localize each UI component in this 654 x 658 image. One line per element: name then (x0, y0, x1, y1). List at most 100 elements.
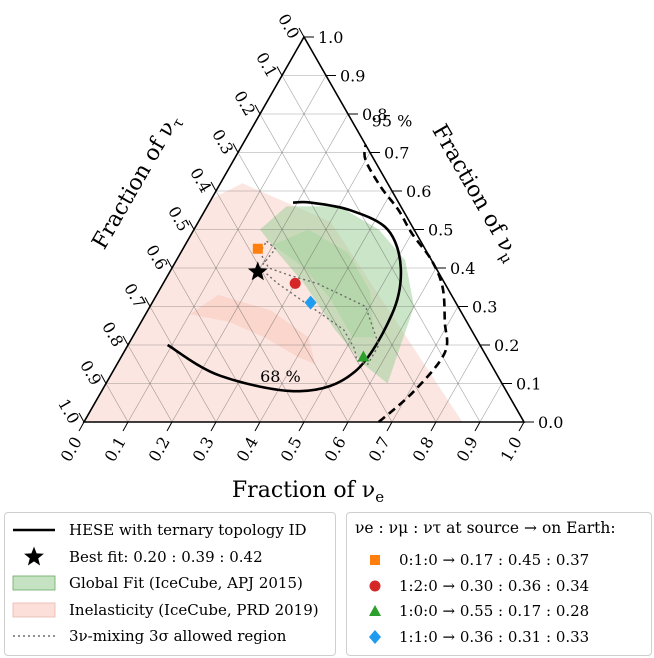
left-tick-label: 0.5 (164, 203, 193, 235)
bottom-axis-title: Fraction of νe (232, 478, 384, 505)
grid-layer (105, 75, 503, 423)
tick-mark (254, 421, 261, 432)
grid-line (105, 383, 129, 423)
grid-line (127, 75, 327, 423)
tick-mark (122, 335, 129, 346)
legend-right: νe : νμ : ντ at source → on Earth: 0:1:0… (346, 512, 652, 656)
contour-95 (363, 144, 449, 423)
legend-source-label: 1:1:0 → 0.36 : 0.31 : 0.33 (399, 627, 590, 646)
legend-item-star: Best fit: 0.20 : 0.39 : 0.42 (5, 546, 263, 568)
source-point-triangle (357, 350, 370, 362)
legend-star-icon (24, 546, 44, 565)
left-tick-label: 0.0 (274, 10, 303, 42)
legend-source-item: 1:0:0 → 0.55 : 0.17 : 0.28 (347, 600, 589, 622)
legend-marker-circle (347, 575, 399, 597)
grid-line (171, 267, 261, 423)
tick-mark (166, 421, 173, 432)
grid-line (237, 152, 393, 423)
legend-key-green-patch (5, 572, 69, 594)
right-tick-label: 0.3 (472, 298, 497, 317)
right-tick-label: 0.1 (516, 375, 541, 394)
legend-label: HESE with ternary topology ID (69, 521, 307, 539)
legend-item-solid-line: HESE with ternary topology ID (5, 519, 307, 541)
grid-line (149, 306, 217, 423)
legend-left: HESE with ternary topology ID Best fit: 0… (4, 512, 336, 656)
left-tick-label: 0.6 (142, 241, 171, 273)
tick-mark (166, 258, 173, 269)
legend-source-item: 1:2:0 → 0.30 : 0.36 : 0.34 (347, 575, 589, 597)
tick-mark (474, 421, 481, 432)
left-tick-label: 0.4 (186, 164, 215, 196)
contour-label-68: 68 % (260, 367, 301, 386)
bottom-tick-label: 0.1 (101, 433, 130, 465)
bottom-tick-label: 0.9 (453, 433, 482, 465)
legend-key-pink-patch (5, 599, 69, 621)
tick-mark (430, 421, 437, 432)
grid-line (127, 344, 173, 423)
tick-mark (232, 143, 239, 153)
tick-mark (122, 421, 129, 432)
legend-key-star (5, 546, 69, 568)
global-fit-core-band (273, 229, 375, 338)
legend-marker-triangle (347, 600, 399, 622)
bottom-tick-label: 0.0 (57, 433, 86, 465)
legend-key-dotted-line (5, 625, 69, 647)
right-tick-label: 0.2 (494, 336, 519, 355)
legend-label: Global Fit (IceCube, APJ 2015) (69, 574, 303, 592)
tick-mark (518, 421, 525, 432)
grid-line (281, 75, 481, 423)
right-tick-label: 1.0 (318, 28, 343, 47)
contour-label-95: 95 % (372, 112, 413, 131)
left-tick-label: 0.3 (208, 126, 237, 158)
tick-mark (78, 421, 85, 432)
tick-mark (210, 421, 217, 432)
bottom-tick-label: 0.8 (409, 433, 438, 465)
bottom-tick-label: 0.3 (189, 433, 218, 465)
legend-key-solid-line (5, 519, 69, 541)
legend-label: Best fit: 0.20 : 0.39 : 0.42 (69, 547, 263, 566)
ternary-plot: 0.0 0.0 0.0 0.1 0.1 0.1 0.2 0.2 0.2 0.3 0.3 0.3 0.4 0… (54, 10, 563, 505)
markers-layer (247, 243, 370, 362)
left-tick-label: 0.2 (230, 87, 259, 119)
legend-right-title: νe : νμ : ντ at source → on Earth: (355, 519, 616, 537)
source-point-square (252, 243, 263, 254)
inelasticity-core-band (189, 294, 315, 365)
right-axis-title: Fraction of νμ (424, 120, 525, 267)
circle-icon (369, 580, 381, 591)
bottom-tick-label: 1.0 (497, 433, 526, 465)
bottom-tick-label: 0.6 (321, 433, 350, 465)
right-tick-label: 0.7 (384, 144, 409, 163)
legend-source-item: 1:1:0 → 0.36 : 0.31 : 0.33 (347, 626, 589, 648)
bottom-tick-label: 0.5 (277, 433, 306, 465)
square-icon (370, 555, 380, 565)
contour-68 (166, 200, 403, 393)
left-tick-label: 0.1 (252, 49, 281, 81)
grid-line (479, 383, 503, 423)
tick-mark (78, 412, 85, 423)
right-tick-label: 0.6 (406, 182, 431, 201)
tick-mark (254, 104, 261, 115)
right-tick-label: 0.4 (450, 259, 475, 278)
tick-mark (100, 374, 107, 384)
legend-label: Inelasticity (IceCube, PRD 2019) (69, 600, 319, 619)
tick-mark (276, 66, 283, 76)
triangle-icon (369, 605, 381, 616)
source-point-circle (289, 277, 301, 289)
legend-marker-diamond (347, 626, 399, 648)
diamond-icon (369, 629, 381, 644)
legend-label: 3ν-mixing 3σ allowed region (69, 627, 287, 645)
mixing-region (259, 240, 380, 366)
grid-line (303, 229, 415, 423)
legend-item-pink-patch: Inelasticity (IceCube, PRD 2019) (5, 599, 319, 621)
legend-marker-square (347, 549, 399, 571)
tick-mark (210, 181, 217, 192)
tick-mark (342, 421, 349, 432)
left-axis-title: Fraction of ντ (88, 110, 188, 255)
left-tick-label: 0.7 (120, 280, 149, 312)
source-point-diamond (304, 295, 317, 310)
legend-item-dotted-line: 3ν-mixing 3σ allowed region (5, 625, 286, 647)
legend-source-label: 0:1:0 → 0.17 : 0.45 : 0.37 (399, 551, 590, 569)
legend-source-label: 1:2:0 → 0.30 : 0.36 : 0.34 (399, 576, 590, 595)
left-tick-label: 1.0 (54, 395, 83, 427)
contours-layer: 68 % 95 % (166, 112, 449, 423)
